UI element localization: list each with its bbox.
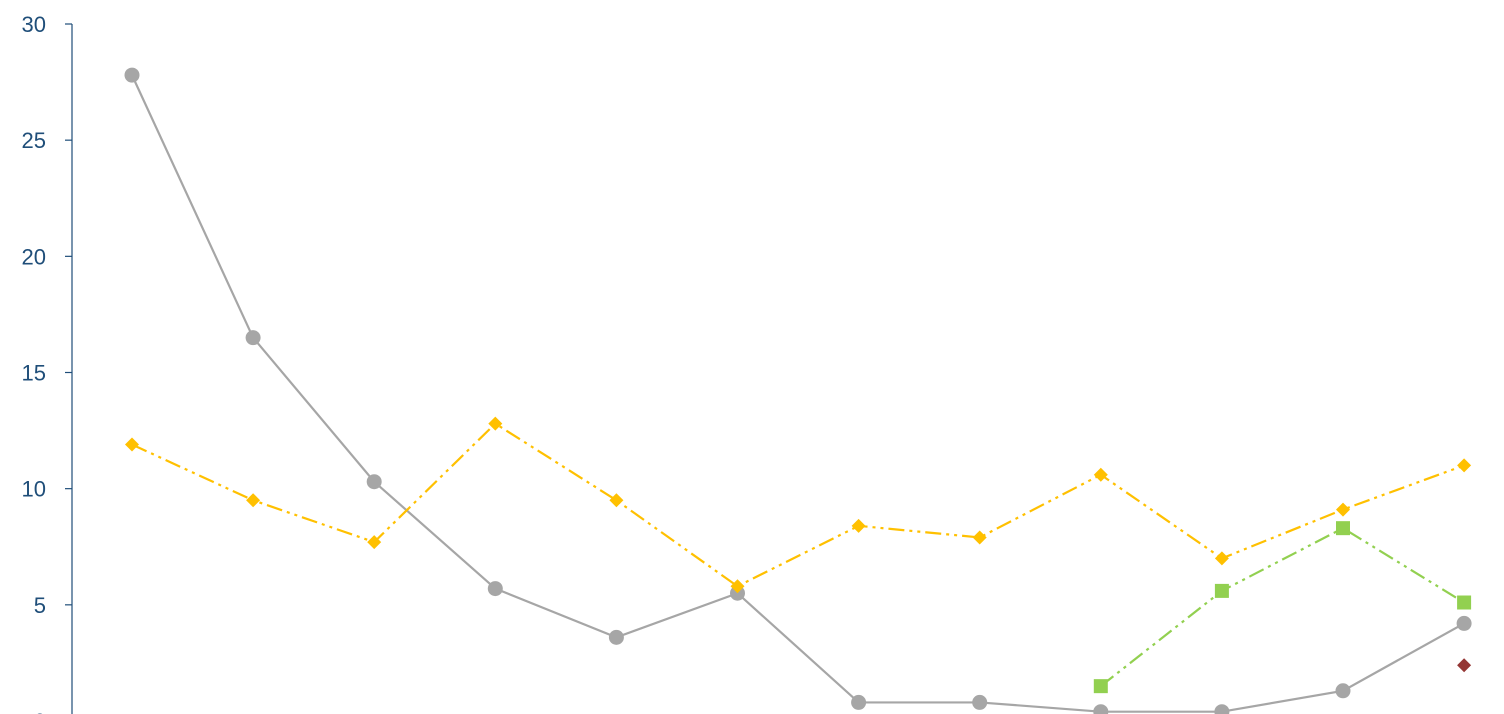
series-3-point bbox=[1214, 583, 1229, 598]
series-1-point bbox=[1335, 683, 1351, 699]
series-2-line bbox=[131, 422, 1465, 588]
series-2-point bbox=[1093, 467, 1108, 482]
y-tick-label: 25 bbox=[22, 128, 46, 153]
series-layer bbox=[124, 67, 1472, 714]
series-1-point bbox=[972, 694, 988, 710]
y-tick-label: 10 bbox=[22, 477, 46, 502]
series-1-point bbox=[245, 330, 261, 346]
y-tick-label: 0 bbox=[34, 709, 46, 714]
series-2-point bbox=[246, 493, 261, 508]
series-3-point bbox=[1457, 595, 1472, 610]
series-3-point bbox=[1093, 679, 1108, 694]
series-2-point bbox=[125, 437, 139, 452]
y-tick-label: 5 bbox=[34, 593, 46, 618]
series-1 bbox=[124, 67, 1472, 714]
series-4 bbox=[1457, 658, 1472, 673]
y-tick-label: 20 bbox=[22, 244, 46, 269]
y-axis: 0 5 10 15 20 25 30 bbox=[22, 12, 73, 714]
series-1-point bbox=[608, 629, 624, 645]
series-3-line bbox=[1100, 526, 1465, 688]
series-1-line bbox=[131, 74, 1465, 713]
series-2-point bbox=[851, 518, 866, 533]
series-3-point bbox=[1336, 521, 1350, 536]
series-2-point bbox=[730, 579, 745, 594]
series-2-point bbox=[367, 535, 382, 550]
series-1-point bbox=[124, 67, 140, 83]
series-1-point bbox=[851, 694, 867, 710]
series-3 bbox=[1093, 521, 1472, 694]
series-2-point bbox=[972, 530, 987, 545]
series-1-point bbox=[487, 581, 503, 597]
series-1-point bbox=[1456, 615, 1472, 631]
series-2-point bbox=[488, 416, 503, 431]
series-1-point bbox=[1093, 704, 1109, 714]
series-2-point bbox=[1336, 502, 1350, 517]
series-1-point bbox=[1214, 704, 1230, 714]
y-tick-label: 30 bbox=[22, 12, 46, 37]
series-2-point bbox=[1457, 458, 1472, 473]
series-1-point bbox=[366, 474, 382, 490]
series-4-point bbox=[1457, 658, 1472, 673]
series-2-point bbox=[1214, 551, 1229, 566]
series-2-point bbox=[609, 493, 624, 508]
series-2 bbox=[125, 416, 1472, 594]
y-tick-label: 15 bbox=[22, 361, 46, 386]
